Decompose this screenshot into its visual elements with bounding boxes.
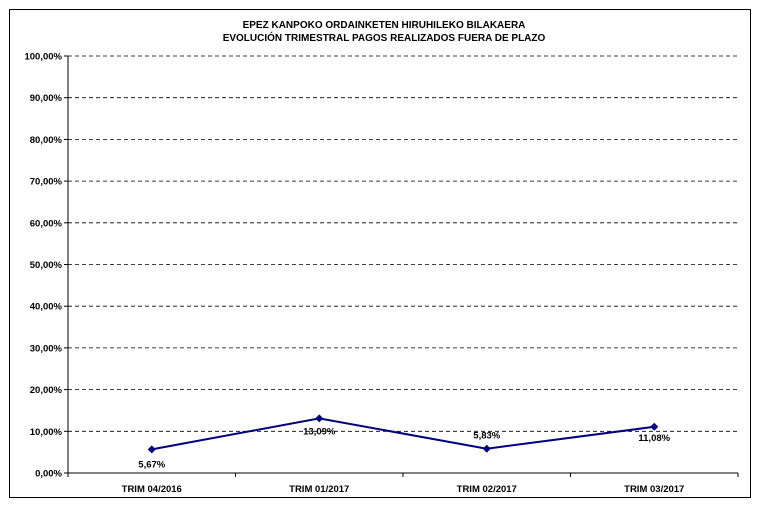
data-point-marker — [482, 444, 491, 453]
series-line — [151, 417, 655, 451]
y-tick-label: 90,00% — [30, 93, 63, 104]
y-tick-label: 20,00% — [30, 385, 63, 396]
axis-layer: 0,00% 10,00% 20,00% 30,00% 40,00% 50,00% 60,00… — [24, 52, 739, 495]
data-point-marker — [147, 445, 156, 454]
y-tick-label: 80,00% — [30, 135, 63, 146]
y-tick-label: 60,00% — [30, 218, 63, 229]
series-layer: 5,67% 13,09% 5,83% 11,08% — [138, 414, 671, 470]
y-tick-label: 10,00% — [30, 427, 63, 438]
y-tick-label: 0,00% — [35, 469, 62, 480]
x-tick-label: TRIM 03/2017 — [624, 484, 684, 495]
y-tick-label: 30,00% — [30, 343, 63, 354]
data-label: 5,83% — [473, 431, 500, 442]
grid-layer — [68, 55, 738, 432]
data-label: 13,09% — [303, 426, 336, 437]
data-point-marker — [650, 422, 659, 431]
y-tick-label: 70,00% — [30, 177, 63, 188]
x-tick-label: TRIM 01/2017 — [289, 484, 349, 495]
x-tick-label: TRIM 04/2016 — [122, 484, 182, 495]
chart-title: EPEZ KANPOKO ORDAINKETEN HIRUHILEKO BILA… — [243, 20, 526, 31]
y-tick-label: 40,00% — [30, 302, 63, 313]
y-tick-label: 100,00% — [24, 52, 62, 63]
data-point-marker — [315, 414, 324, 423]
chart-subtitle: EVOLUCIÓN TRIMESTRAL PAGOS REALIZADOS FU… — [223, 31, 546, 44]
y-tick-label: 50,00% — [30, 260, 63, 271]
chart-frame — [9, 9, 751, 498]
data-label: 5,67% — [138, 459, 165, 470]
x-tick-label: TRIM 02/2017 — [457, 484, 517, 495]
data-label: 11,08% — [638, 433, 670, 444]
